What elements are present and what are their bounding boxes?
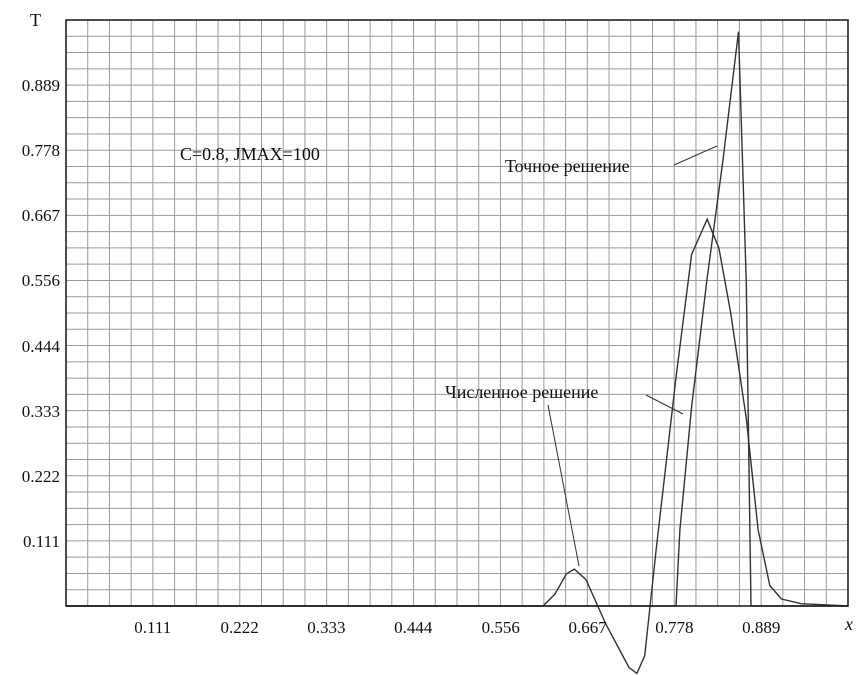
- x-tick-label: 0.333: [307, 618, 345, 637]
- y-tick-label: 0.111: [23, 532, 60, 551]
- x-tick-label: 0.222: [220, 618, 258, 637]
- parameters-annotation: C=0.8, JMAX=100: [180, 144, 320, 164]
- x-tick-label: 0.111: [134, 618, 171, 637]
- x-tick-label: 0.889: [742, 618, 780, 637]
- x-axis-label: x: [844, 614, 853, 634]
- exact-solution-leader: [673, 145, 718, 166]
- y-tick-labels: 0.111 0.222 0.333 0.444 0.556 0.667 0.778 0.889: [22, 76, 61, 551]
- numerical-peak-leader: [547, 404, 580, 567]
- x-tick-label: 0.556: [482, 618, 520, 637]
- annotation-leaders: [547, 145, 718, 567]
- numerical-solution-label: Численное решение: [445, 382, 598, 402]
- y-tick-label: 0.778: [22, 141, 60, 160]
- x-tick-labels: 0.111 0.222 0.333 0.444 0.556 0.667 0.778 0.889: [134, 618, 780, 637]
- y-tick-label: 0.222: [22, 467, 60, 486]
- numerical-solution-leader: [645, 394, 684, 415]
- numerical-solution-line: [66, 217, 849, 675]
- grid: [66, 20, 848, 606]
- plot-frame: [65, 19, 849, 607]
- y-tick-label: 0.556: [22, 271, 60, 290]
- x-tick-label: 0.667: [568, 618, 607, 637]
- x-tick-label: 0.444: [394, 618, 433, 637]
- y-tick-label: 0.889: [22, 76, 60, 95]
- exact-solution-label: Точное решение: [505, 156, 630, 176]
- y-tick-label: 0.333: [22, 402, 60, 421]
- y-tick-label: 0.667: [22, 206, 61, 225]
- x-tick-label: 0.778: [655, 618, 693, 637]
- y-tick-label: 0.444: [22, 337, 61, 356]
- y-axis-label: T: [30, 10, 41, 30]
